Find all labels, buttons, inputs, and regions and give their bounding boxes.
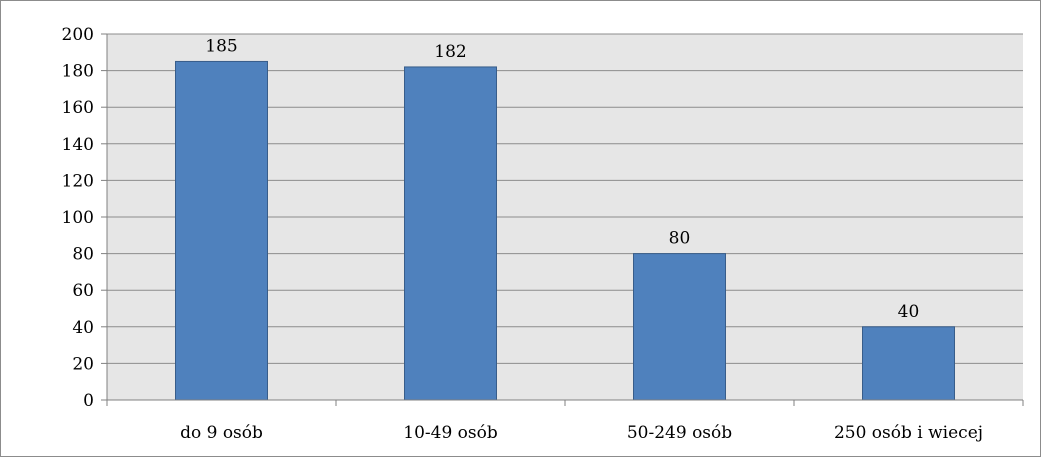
- y-tick-labels: 0 20 40 60 80 100 120 140 160 180 200: [62, 25, 94, 411]
- bar: [862, 326, 955, 401]
- x-tick-label: 50-249 osób: [627, 423, 732, 443]
- x-tick-labels: do 9 osób 10-49 osób 50-249 osób 250 osób i…: [180, 423, 983, 443]
- y-tick-label: 100: [62, 208, 94, 228]
- axes: [101, 33, 1024, 406]
- y-tick-label: 160: [62, 98, 94, 118]
- x-tick-label: 10-49 osób: [403, 423, 498, 443]
- x-tick-label: do 9 osób: [180, 423, 263, 443]
- data-label: 40: [898, 302, 920, 322]
- y-tick-label: 60: [72, 281, 94, 301]
- y-tick-label: 200: [62, 25, 94, 45]
- bar: [633, 253, 726, 401]
- y-tick-label: 80: [72, 245, 94, 265]
- y-tick-label: 140: [62, 135, 94, 155]
- bar: [404, 66, 497, 401]
- bars: [175, 60, 955, 401]
- y-tick-label: 20: [72, 354, 94, 374]
- y-tick-label: 0: [83, 391, 94, 411]
- y-tick-label: 120: [62, 171, 94, 191]
- data-labels: 185 182 80 40: [205, 36, 919, 321]
- data-label: 185: [205, 36, 237, 56]
- data-label: 182: [434, 42, 466, 62]
- y-tick-label: 40: [72, 318, 94, 338]
- x-tick-label: 250 osób i wiecej: [834, 423, 983, 443]
- data-label: 80: [669, 229, 691, 249]
- bar: [175, 60, 268, 401]
- y-tick-label: 180: [62, 62, 94, 82]
